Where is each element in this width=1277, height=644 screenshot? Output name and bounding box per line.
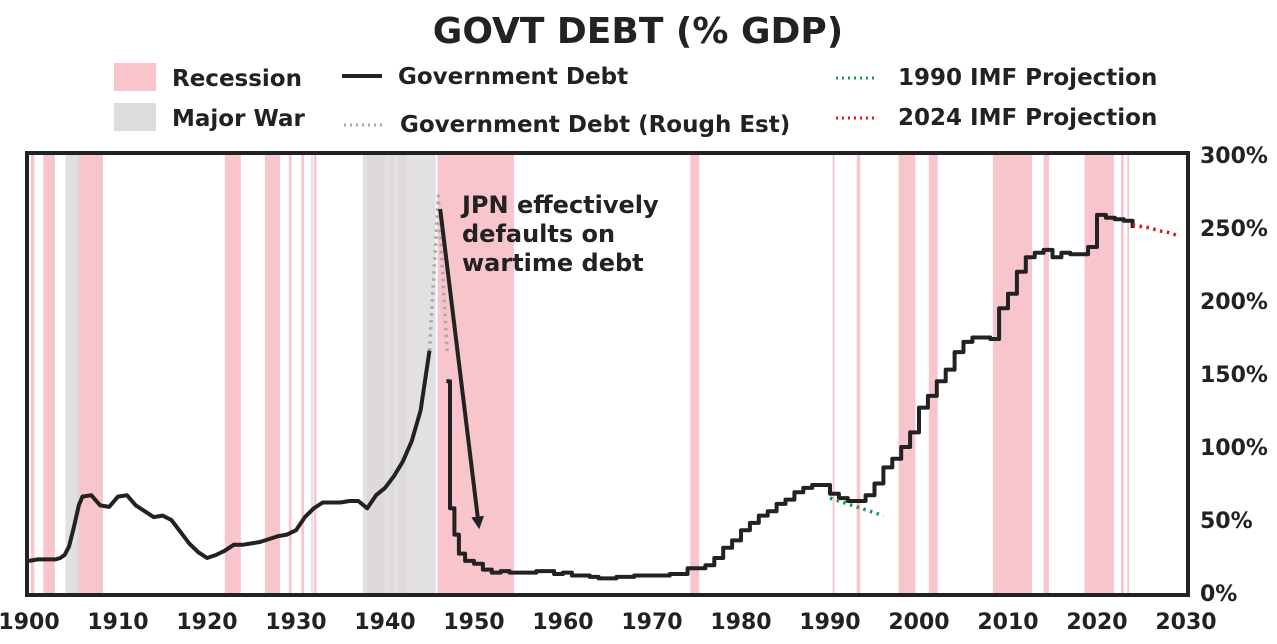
series-line-0 (28, 350, 432, 563)
recession-band-0 (30, 155, 35, 593)
x-tick-label: 2010 (977, 610, 1038, 635)
annotation-line-3: wartime debt (462, 249, 644, 277)
x-tick-label: 1970 (621, 610, 682, 635)
legend-label-major-war: Major War (172, 106, 306, 132)
legend-item-government-debt-rough-est: Government Debt (Rough Est) (344, 112, 790, 138)
chart-title: GOVT DEBT (% GDP) (433, 11, 843, 52)
recession-band-15 (898, 155, 916, 593)
recession-band-6 (301, 155, 305, 593)
series-layer (28, 194, 1178, 581)
x-tick-label: 2020 (1066, 610, 1127, 635)
recession-band-12 (690, 155, 700, 593)
legend: Recession Major War Government Debt Gove… (114, 63, 1157, 138)
recession-band-3 (224, 155, 241, 593)
recession-band-16 (928, 155, 938, 593)
y-axis: 0% 50% 100% 150% 200% 250% 300% (1200, 144, 1268, 607)
legend-label-government-debt: Government Debt (398, 64, 628, 90)
y-tick-label: 50% (1200, 509, 1253, 534)
war-band-2 (362, 155, 436, 593)
recession-band-20 (1121, 155, 1124, 593)
recession-band-7 (313, 155, 317, 593)
x-tick-label: 1950 (443, 610, 504, 635)
x-tick-label: 1900 (0, 610, 60, 635)
legend-item-2024-imf-projection: 2024 IMF Projection (836, 105, 1157, 131)
legend-item-recession: Recession (114, 63, 302, 92)
recession-band-17 (992, 155, 1033, 593)
x-axis: 1900 1910 1920 1930 1940 1950 1960 1970 1980 1990… (0, 610, 1217, 635)
recession-band-19 (1084, 155, 1114, 593)
war-band-0 (65, 155, 79, 593)
recession-band-13 (832, 155, 835, 593)
annotation-line-1: JPN effectively (460, 191, 659, 219)
shaded-bands (30, 155, 1130, 593)
recession-band-18 (1043, 155, 1049, 593)
legend-item-government-debt: Government Debt (342, 64, 628, 90)
legend-item-1990-imf-projection: 1990 IMF Projection (836, 65, 1157, 91)
x-tick-label: 1910 (87, 610, 148, 635)
recession-band-14 (856, 155, 861, 593)
y-tick-label: 150% (1200, 363, 1268, 388)
y-tick-label: 200% (1200, 290, 1268, 315)
plot-frame (25, 151, 1190, 597)
recession-band-5 (288, 155, 292, 593)
x-tick-label: 1920 (176, 610, 237, 635)
x-tick-label: 2000 (888, 610, 949, 635)
annotation-line-2: defaults on (462, 220, 615, 248)
recession-band-4 (264, 155, 280, 593)
series-line-1 (427, 194, 450, 356)
recession-band-2 (76, 155, 103, 593)
x-tick-label: 1940 (354, 610, 415, 635)
series-line-3 (829, 496, 884, 518)
series-line-4 (1132, 223, 1178, 237)
recession-band-21 (1127, 155, 1130, 593)
y-tick-label: 100% (1200, 436, 1268, 461)
x-tick-label: 1960 (532, 610, 593, 635)
legend-label-recession: Recession (172, 66, 302, 92)
x-tick-label: 1990 (799, 610, 860, 635)
recession-band-1 (43, 155, 55, 593)
legend-label-government-debt-rough-est: Government Debt (Rough Est) (400, 112, 790, 138)
x-tick-label: 2030 (1155, 610, 1216, 635)
x-tick-label: 1980 (710, 610, 771, 635)
annotation-layer: JPN effectively defaults on wartime debt (438, 191, 659, 530)
legend-label-2024-imf-projection: 2024 IMF Projection (898, 105, 1157, 131)
legend-label-1990-imf-projection: 1990 IMF Projection (898, 65, 1157, 91)
y-tick-label: 0% (1200, 582, 1237, 607)
y-tick-label: 300% (1200, 144, 1268, 169)
legend-swatch-recession (114, 63, 156, 91)
legend-swatch-major-war (114, 103, 156, 131)
annotation-arrow (438, 208, 485, 530)
series-line-2 (446, 212, 1135, 581)
legend-item-major-war: Major War (114, 103, 306, 132)
war-band-1 (311, 155, 313, 593)
x-tick-label: 1930 (265, 610, 326, 635)
y-tick-label: 250% (1200, 217, 1268, 242)
